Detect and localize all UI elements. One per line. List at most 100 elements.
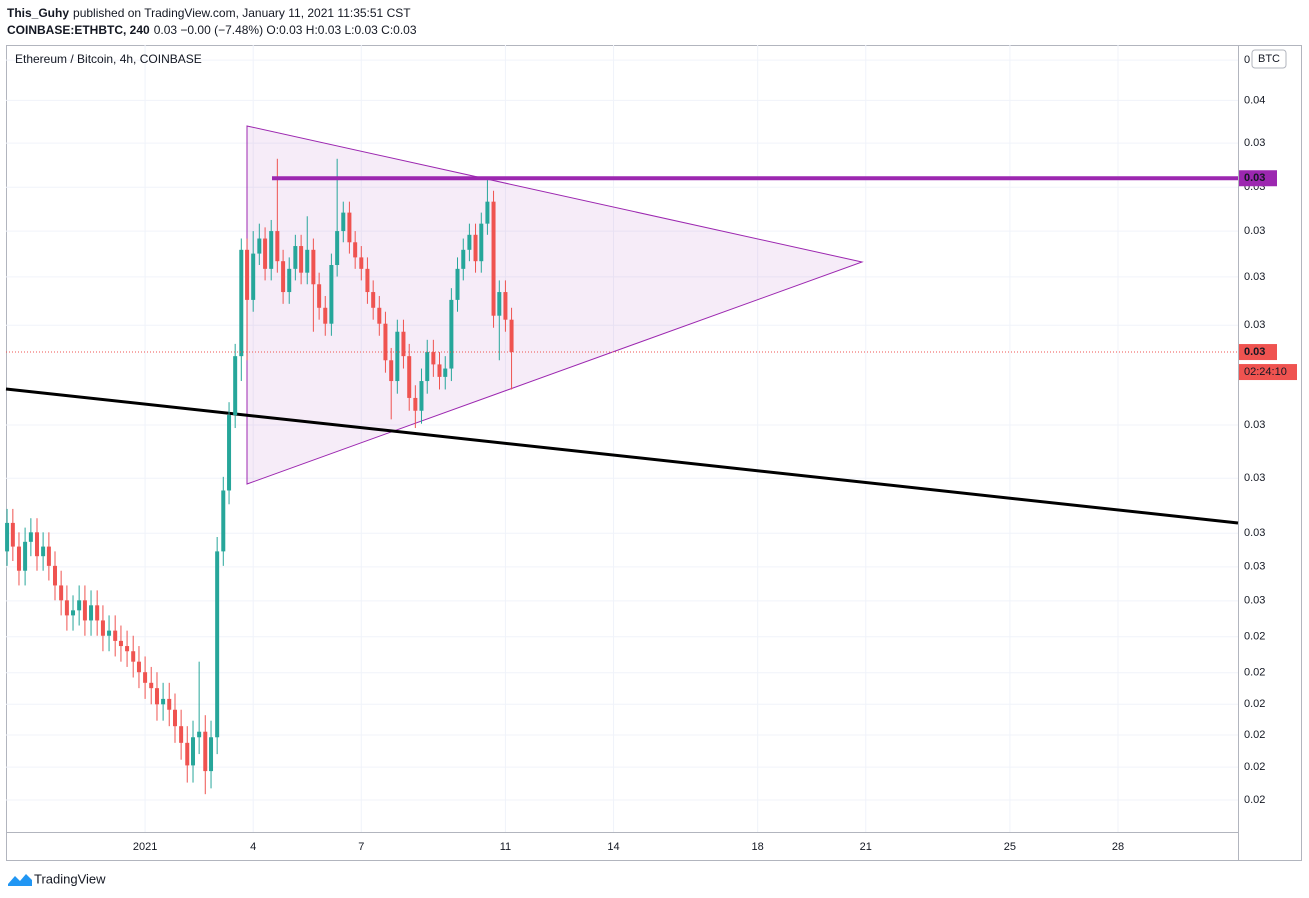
candle-body	[167, 698, 172, 710]
candle-body	[359, 257, 364, 269]
candle-body	[269, 231, 274, 269]
quote: 0.03 −0.00 (−7.48%) O:0.03 H:0.03 L:0.03…	[153, 23, 417, 37]
candle-body	[401, 331, 406, 357]
candle-body	[154, 688, 159, 705]
candle-body	[443, 368, 448, 377]
candle-body	[473, 234, 478, 262]
y-tick-label: 0.03	[1244, 527, 1265, 539]
y-tick-label: 0.03	[1244, 137, 1265, 149]
candle-body	[317, 284, 322, 308]
candle-body	[71, 610, 76, 616]
candle-body	[299, 246, 304, 273]
candle-body	[347, 212, 352, 243]
brand: TradingView	[34, 871, 106, 886]
y-tick-label: 0.04	[1244, 94, 1265, 106]
chart-title: Ethereum / Bitcoin, 4h, COINBASE	[15, 52, 202, 66]
candle-body	[287, 268, 292, 293]
candle-body	[233, 356, 238, 416]
y-tick-label: 0.03	[1244, 225, 1265, 237]
candle-body	[191, 737, 196, 766]
candle-body	[311, 249, 316, 285]
x-tick-label: 2021	[133, 841, 157, 853]
candle-body	[461, 249, 466, 269]
candle-body	[118, 640, 123, 647]
y-tick-label: 0.02	[1244, 729, 1265, 741]
y-tick-label: 0.02	[1244, 698, 1265, 710]
candle-body	[431, 352, 436, 365]
candle-body	[64, 600, 69, 616]
candles	[5, 158, 514, 795]
candle-body	[100, 620, 105, 636]
candle-body	[497, 292, 502, 316]
x-tick-label: 11	[500, 841, 511, 853]
candle-body	[335, 231, 340, 266]
candle-body	[197, 731, 202, 738]
countdown-box	[1239, 364, 1297, 381]
logo	[8, 874, 32, 886]
x-tick-label: 7	[358, 841, 364, 853]
candle-body	[41, 546, 46, 557]
y-tick-label: 0	[1244, 54, 1250, 66]
candle-body	[437, 364, 442, 377]
candle-body	[407, 356, 412, 398]
y-tick-label: 0.02	[1244, 761, 1265, 773]
candle-body	[281, 261, 286, 293]
price-label: 0.03	[1244, 172, 1265, 184]
y-tick-label: 0.02	[1244, 631, 1265, 643]
y-tick-label: 0.02	[1244, 794, 1265, 806]
candle-body	[239, 249, 244, 357]
candle-body	[149, 682, 154, 689]
symbol: COINBASE:ETHBTC, 240	[7, 23, 150, 37]
candle-body	[221, 490, 226, 552]
candle-body	[371, 292, 376, 308]
x-tick-label: 18	[752, 841, 764, 853]
candle-body	[365, 268, 370, 293]
candle-body	[113, 630, 118, 641]
last-price-label: 0.03	[1244, 346, 1265, 358]
candle-body	[419, 381, 424, 411]
candle-body	[245, 249, 250, 300]
candle-body	[413, 397, 418, 411]
candle-body	[28, 532, 33, 542]
candle-body	[449, 299, 454, 369]
y-tick-label: 0.03	[1244, 595, 1265, 607]
currency: BTC	[1258, 53, 1280, 65]
countdown: 02:24:10	[1244, 366, 1287, 378]
candle-body	[215, 551, 220, 738]
grid	[6, 45, 1238, 832]
publish-line: This_Guhy published on TradingView.com, J…	[7, 6, 411, 20]
candle-body	[125, 646, 130, 652]
candle-body	[77, 600, 82, 611]
y-tick-label: 0.03	[1244, 561, 1265, 573]
candle-body	[323, 307, 328, 324]
candle-body	[491, 201, 496, 316]
quote-line: COINBASE:ETHBTC, 240 0.03 −0.00 (−7.48%) …	[7, 23, 417, 37]
candle-body	[467, 234, 472, 250]
candle-body	[257, 238, 262, 254]
candle-body	[383, 323, 388, 361]
x-tick-label: 14	[607, 841, 619, 853]
y-tick-label: 0.03	[1244, 472, 1265, 484]
candle-body	[227, 415, 232, 491]
candle-body	[377, 307, 382, 324]
candle-body	[395, 331, 400, 382]
candle-body	[353, 242, 358, 258]
published: published on TradingView.com, January 11…	[73, 6, 411, 20]
candle-body	[161, 698, 166, 705]
x-tick-label: 28	[1112, 841, 1124, 853]
candle-body	[95, 605, 100, 621]
x-tick-label: 21	[860, 841, 872, 853]
currency-box	[1251, 49, 1287, 69]
candle-body	[179, 726, 184, 743]
candle-body	[89, 605, 94, 621]
candle-body	[59, 585, 64, 601]
x-tick-label: 25	[1004, 841, 1016, 853]
candle-body	[172, 709, 177, 727]
candle-body	[185, 742, 190, 766]
candle-body	[107, 630, 112, 636]
candle-body	[46, 546, 51, 566]
candle-body	[455, 268, 460, 300]
trend-line	[5, 387, 1239, 525]
chart-frame	[6, 45, 1302, 861]
